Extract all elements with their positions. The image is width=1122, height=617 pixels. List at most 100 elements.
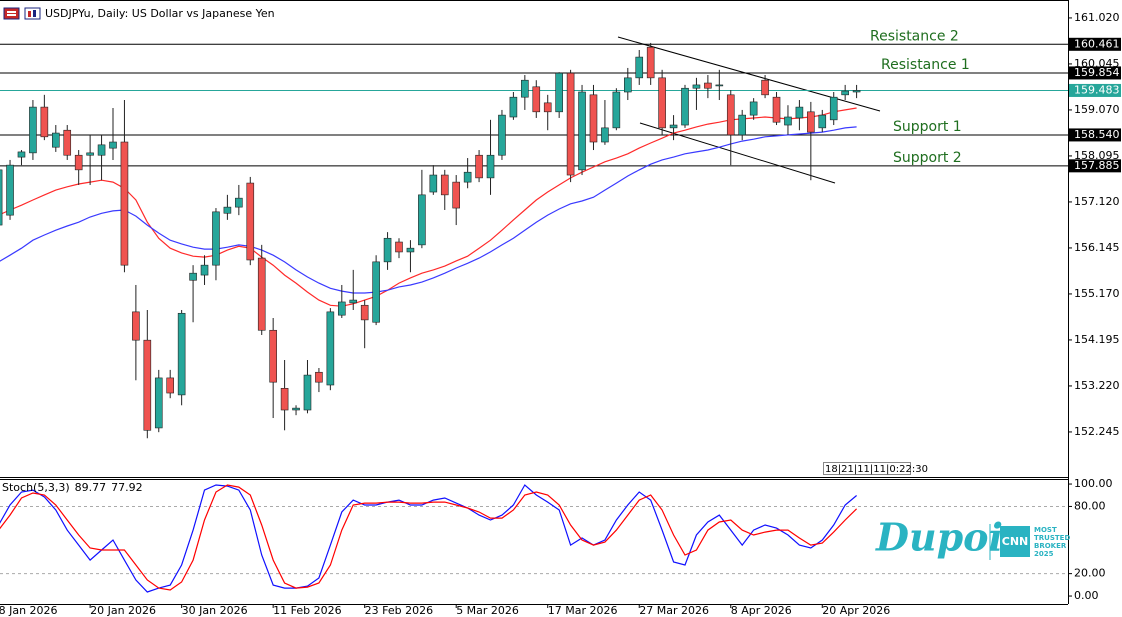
y-tick-label: 80.00 (1074, 499, 1106, 512)
stoch-line (0, 484, 858, 591)
candle-body (795, 106, 804, 119)
candle-body (326, 311, 335, 386)
candle-body (40, 106, 49, 138)
timer: 18|21|11|11|0:22:30 (823, 462, 928, 475)
y-tick-label: 0.00 (1074, 589, 1099, 602)
candle-body (315, 371, 323, 383)
candle-body (589, 94, 598, 143)
icon (7, 14, 16, 16)
candle-body (818, 114, 827, 129)
candle-body (807, 111, 815, 133)
x-tick-label: 20 Apr 2026 (822, 604, 890, 617)
level-price-box (1069, 37, 1121, 51)
candle-body (475, 154, 483, 179)
candle-body (154, 377, 163, 429)
logo-badge: CNN (1002, 535, 1029, 548)
candle-body (726, 94, 735, 136)
indicator-title: Stoch(5,3,3) (2, 481, 70, 494)
stoch-panel (0, 484, 1068, 593)
candle-body (623, 77, 632, 93)
candle-body (440, 174, 449, 196)
candle-body (177, 312, 186, 396)
y-tick-label: 20.00 (1074, 567, 1106, 580)
level-price-label: 157.885 (1074, 159, 1120, 172)
candle-body (578, 91, 586, 171)
candle-body (280, 387, 289, 411)
level-price-box (1069, 159, 1121, 173)
logo-tagline: BROKER (1034, 542, 1067, 550)
logo-tagline: 2025 (1034, 550, 1054, 558)
candle-body (635, 56, 644, 79)
candle-body (269, 329, 277, 383)
timer-box (823, 462, 911, 475)
logo: Dupoin CNN MOST TRUSTED BROKER 2025 (875, 515, 1070, 560)
candle-body (418, 194, 426, 246)
candle-body (132, 311, 140, 341)
moving-average (0, 107, 857, 307)
candle-body (383, 237, 392, 263)
candle-body (658, 77, 666, 129)
x-tick-label: 27 Mar 2026 (639, 604, 709, 617)
candle-body (0, 169, 3, 226)
y-tick-label: 157.120 (1074, 195, 1120, 208)
x-tick-label: 5 Mar 2026 (456, 604, 519, 617)
y-tick-label: 153.220 (1074, 379, 1120, 392)
candle-body (29, 106, 37, 154)
level-price-label: 158.540 (1074, 128, 1120, 141)
x-tick-label: 23 Feb 2026 (365, 604, 433, 617)
x-tick-label: 8 Apr 2026 (731, 604, 792, 617)
current-price-box (1069, 83, 1121, 97)
candle-body (429, 174, 438, 193)
candle-body (6, 164, 14, 216)
level-price-label: 160.461 (1074, 37, 1120, 50)
candle-body (372, 261, 380, 323)
level-price-box (1069, 128, 1121, 142)
level-text: Support 1 (893, 119, 962, 135)
candle-body (109, 141, 117, 149)
moving-average (0, 126, 857, 294)
indicator-value: 89.77 (75, 481, 107, 494)
candle-body (509, 96, 518, 118)
candle-body (852, 90, 861, 93)
candle-body (452, 181, 461, 209)
candle-body (74, 154, 83, 171)
level-text: Support 2 (893, 150, 962, 166)
price-panel: Resistance 2 Resistance 1 Support 1 Support… (0, 28, 1068, 439)
x-tick-label: 17 Mar 2026 (548, 604, 618, 617)
level-price-box (1069, 66, 1121, 80)
candle-body (543, 102, 552, 113)
level-text: Resistance 2 (870, 28, 959, 44)
candle-body (360, 304, 369, 321)
candle-body (772, 96, 781, 123)
candle-body (704, 82, 712, 89)
y-tick-label: 158.095 (1074, 149, 1120, 162)
x-tick-label: 30 Jan 2026 (182, 604, 248, 617)
x-tick-label: 20 Jan 2026 (90, 604, 156, 617)
candle-body (692, 84, 701, 89)
candle-body (120, 141, 129, 266)
logo-badge-box (1000, 526, 1030, 557)
icon (28, 11, 31, 17)
candle-body (829, 96, 838, 121)
y-tick-label: 156.145 (1074, 241, 1120, 254)
candle-body (395, 241, 403, 253)
candle-body (521, 79, 529, 98)
candle-body (86, 152, 94, 156)
candle-body (97, 144, 106, 156)
stoch-header: Stoch(5,3,3) 89.77 77.92 (2, 481, 143, 494)
candle-body (17, 151, 26, 158)
candle-body (715, 84, 724, 87)
y-tick-label: 155.170 (1074, 287, 1120, 300)
candle-body (681, 87, 689, 126)
candle-body (486, 154, 495, 179)
candle-body (189, 272, 197, 281)
axes: 161.020160.045159.070158.095157.120156.1… (0, 11, 1121, 617)
candle-body (51, 132, 60, 148)
candle-body (303, 374, 312, 411)
icon (7, 11, 16, 13)
candle-body (566, 72, 575, 176)
level-price-label: 159.854 (1074, 66, 1120, 79)
current-price-label: 159.483 (1074, 83, 1120, 96)
candle-body (212, 211, 220, 266)
